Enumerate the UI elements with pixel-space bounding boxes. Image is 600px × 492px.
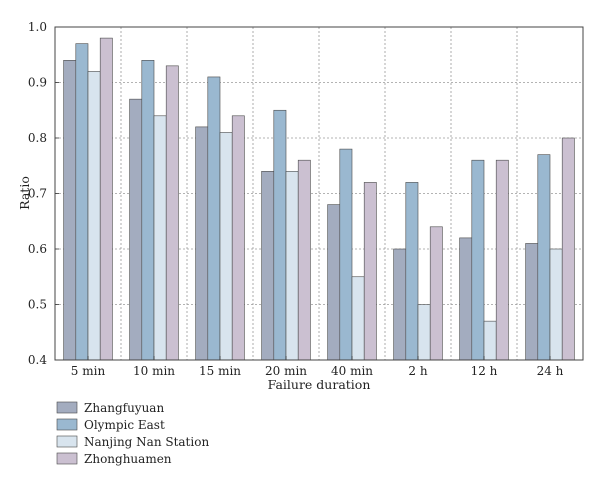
- bar: [561, 137, 575, 361]
- bar: [207, 76, 221, 361]
- legend: Zhangfuyuan Olympic East Nanjing Nan Stati…: [56, 401, 209, 466]
- x-tick-label: 12 h: [471, 364, 498, 378]
- legend-swatch: [56, 418, 78, 431]
- y-tick-label: 0.8: [28, 131, 47, 145]
- bar: [75, 43, 89, 361]
- x-tick-label: 5 min: [71, 364, 106, 378]
- y-tick-label: 0.9: [28, 76, 47, 90]
- y-tick-label: 1.0: [28, 20, 47, 34]
- y-tick-labels: 0.4 0.5 0.6 0.7 0.8 0.9 1.0: [28, 20, 47, 367]
- x-axis-title: Failure duration: [268, 377, 371, 392]
- y-tick-label: 0.7: [28, 187, 47, 201]
- bar: [219, 132, 233, 361]
- bar: [327, 204, 341, 361]
- x-tick-labels: 5 min 10 min 15 min 20 min 40 min 2 h 12 h 24 h: [71, 364, 564, 378]
- bar: [471, 159, 485, 361]
- bar: [351, 276, 365, 361]
- bar: [99, 37, 113, 361]
- y-tick-label: 0.4: [28, 353, 47, 367]
- bar: [63, 59, 77, 361]
- bar: [129, 98, 143, 361]
- legend-label: Zhangfuyuan: [84, 401, 164, 415]
- bar: [195, 126, 209, 361]
- legend-swatch: [56, 452, 78, 465]
- y-tick-label: 0.6: [28, 242, 47, 256]
- bar: [231, 115, 245, 361]
- y-axis-title: Ratio: [17, 176, 32, 210]
- bar: [363, 182, 377, 361]
- bar: [153, 115, 167, 361]
- bar: [525, 243, 539, 361]
- x-tick-label: 15 min: [199, 364, 241, 378]
- y-tick-label: 0.5: [28, 298, 47, 312]
- bar: [417, 304, 431, 361]
- bar: [261, 171, 275, 361]
- bar: [495, 159, 509, 361]
- bar: [537, 154, 551, 361]
- x-tick-label: 2 h: [408, 364, 427, 378]
- bar: [297, 159, 311, 361]
- bar: [273, 109, 287, 361]
- bar: [339, 148, 353, 361]
- x-tick-label: 20 min: [265, 364, 307, 378]
- bar: [141, 59, 155, 361]
- bar: [549, 248, 563, 361]
- bars: [63, 37, 575, 361]
- legend-swatch: [56, 435, 78, 448]
- bar: [459, 237, 473, 361]
- plot-border: [54, 26, 584, 361]
- bar: [285, 171, 299, 361]
- bar: [429, 226, 443, 361]
- x-tick-label: 10 min: [133, 364, 175, 378]
- legend-label: Zhonghuamen: [84, 452, 172, 466]
- legend-swatch: [56, 401, 78, 414]
- bar: [405, 182, 419, 361]
- bar: [483, 320, 497, 361]
- legend-label: Nanjing Nan Station: [84, 435, 209, 449]
- bar: [393, 248, 407, 361]
- legend-label: Olympic East: [84, 418, 165, 432]
- x-tick-label: 40 min: [331, 364, 373, 378]
- bar: [165, 65, 179, 361]
- bar: [87, 71, 101, 361]
- x-tick-label: 24 h: [537, 364, 564, 378]
- plot-frame: [54, 26, 584, 361]
